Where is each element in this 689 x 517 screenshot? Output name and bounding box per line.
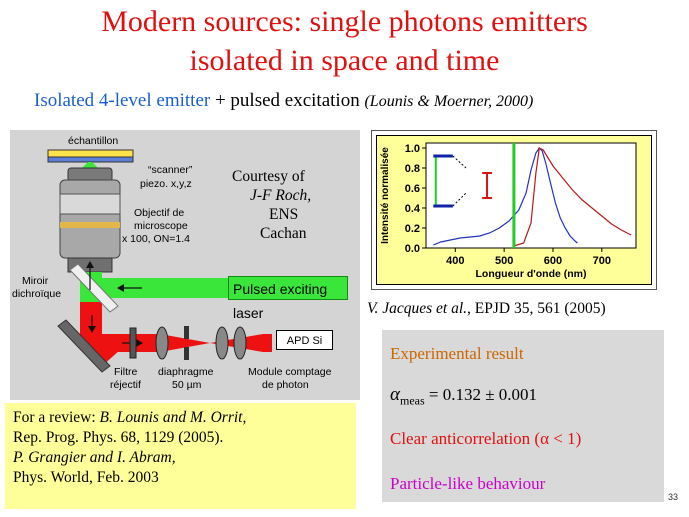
fold-mirror [57, 319, 111, 373]
review-box: For a review: B. Lounis and M. Orrit, Re… [5, 403, 356, 509]
y-tick-label: 0.8 [405, 163, 420, 175]
lens-3 [233, 326, 247, 360]
series-line-2 [513, 147, 632, 247]
review-line1: For a review: B. Lounis and M. Orrit, [13, 408, 348, 428]
x-tick-label: 500 [495, 255, 513, 267]
objective-label-1: Objectif de [134, 207, 185, 219]
citation-ref: , EPJD 35, 561 (2005) [467, 300, 606, 317]
piezo-label: piezo. x,y,z [140, 178, 192, 190]
review-line4: Phys. World, Feb. 2003 [13, 469, 159, 486]
lens-2 [215, 326, 229, 360]
review-line2: Rep. Prog. Phys. 68, 1129 (2005). [13, 429, 224, 446]
review-authors: B. Lounis and M. Orrit [99, 409, 243, 426]
review-suffix: , [242, 409, 247, 426]
result-box: Experimental result αmeas = 0.132 ± 0.00… [382, 330, 664, 502]
courtesy-line1: Courtesy of [232, 168, 305, 185]
module-label-1: Module comptage [248, 366, 332, 378]
courtesy-line2: J-F Roch, [250, 187, 312, 204]
alpha-meas: αmeas = 0.132 ± 0.001 [390, 384, 537, 408]
diaphragm-label-2: 50 µm [172, 379, 202, 391]
diaphragm-upper [184, 326, 189, 339]
filter-label-2: réjectif [110, 379, 141, 391]
subtitle-ref: (Lounis & Moerner, 2000) [364, 93, 534, 110]
setup-drawing [47, 149, 272, 373]
laser-label-box: Pulsed exciting laser [228, 276, 348, 321]
subtitle: Isolated 4-level emitter + pulsed excita… [34, 90, 533, 112]
x-tick-label: 700 [593, 255, 611, 267]
slide-title-line2: isolated in space and time [189, 44, 500, 77]
filter-label-1: Filtre [114, 366, 138, 378]
anticorrelation-text: Clear anticorrelation (α < 1) [390, 429, 582, 448]
dichroic-mirror [69, 263, 119, 313]
review-line3: P. Grangier and I. Abram, [13, 449, 176, 466]
objective-label-3: x 100, ON=1.4 [122, 233, 190, 245]
sample-substrate [47, 156, 134, 163]
sample-label: échantillon [68, 135, 119, 147]
y-tick-label: 0.4 [405, 203, 421, 215]
alpha-symbol: α [390, 384, 400, 405]
y-tick-label: 0.0 [405, 243, 420, 255]
apd-label: APD Si [286, 335, 323, 347]
red-beam-horizontal [102, 334, 272, 352]
x-tick-label: 400 [446, 255, 464, 267]
spectrum-chart: 0.0 0.2 0.4 0.6 0.8 1.0 400 500 600 700 Longueur d… [380, 142, 637, 280]
courtesy-line3: ENS [269, 206, 299, 223]
x-axis-label: Longueur d'onde (nm) [476, 268, 587, 280]
sample-slide [47, 149, 134, 158]
y-tick-label: 0.6 [405, 183, 420, 195]
upper-dashed [452, 155, 467, 169]
citation-authors: V. Jacques et al. [367, 300, 468, 317]
courtesy-line4: Cachan [260, 225, 307, 242]
filter [129, 327, 137, 359]
review-prefix: For a review: [13, 409, 100, 426]
objective-label-2: microscope [134, 220, 188, 232]
green-laser-beam [102, 278, 228, 298]
result-heading: Experimental result [390, 344, 524, 363]
page-number: 33 [668, 492, 679, 502]
y-tick-label: 0.2 [405, 223, 420, 235]
slide-title-line1: Modern sources: single photons emitters [101, 5, 588, 38]
lens-1 [155, 326, 169, 360]
diaphragm-label-1: diaphragme [158, 366, 214, 378]
mirror-label-2: dichroïque [12, 288, 62, 300]
lower-dashed [452, 192, 467, 207]
diaphragm-lower [184, 347, 189, 360]
scanner-label: “scanner” [148, 164, 193, 176]
y-axis-label: Intensité normalisée [380, 147, 391, 244]
plot-area [425, 142, 637, 249]
laser-label: Pulsed exciting laser [233, 281, 328, 321]
alpha-value: = 0.132 ± 0.001 [424, 385, 538, 404]
x-tick-label: 600 [544, 255, 562, 267]
subtitle-pulsed: + pulsed excitation [210, 90, 365, 111]
particle-text: Particle-like behaviour [390, 474, 546, 493]
objective-band [59, 193, 121, 215]
citation: V. Jacques et al., EPJD 35, 561 (2005) [367, 300, 606, 318]
objective-ring [60, 222, 120, 228]
subtitle-emitter: Isolated 4-level emitter [34, 90, 211, 111]
series-line-1 [433, 147, 578, 246]
setup-diagram: échantillon “scanner” piezo. x,y,z Objec… [10, 130, 360, 400]
apd-box: APD Si [276, 330, 333, 350]
module-label-2: de photon [262, 379, 309, 391]
objective-body [59, 179, 121, 259]
y-tick-label: 1.0 [405, 143, 420, 155]
alpha-subscript: meas [399, 393, 425, 408]
mirror-label-1: Miroir [22, 275, 49, 287]
